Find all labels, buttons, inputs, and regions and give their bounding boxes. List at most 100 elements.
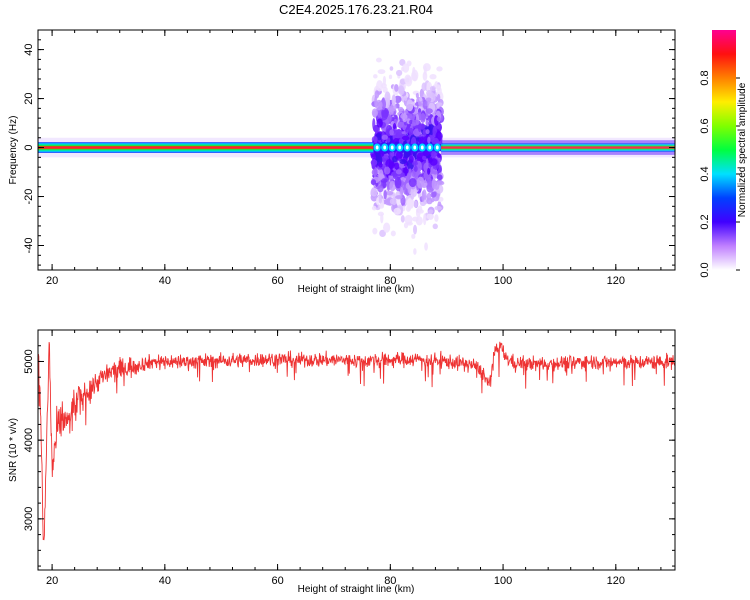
echo-blob [411, 69, 419, 82]
carrier-knot-core [375, 145, 379, 150]
spectrogram-x-tick-label: 100 [494, 275, 512, 287]
echo-blob [402, 168, 410, 174]
echo-blob [399, 159, 407, 165]
echo-blob [371, 108, 379, 118]
echo-blob [437, 93, 441, 102]
echo-blob [389, 198, 395, 205]
echo-blob [436, 66, 443, 72]
echo-blob [418, 124, 422, 133]
snr-frame [37, 329, 676, 571]
echo-blob [395, 169, 402, 175]
snr-x-tick-label: 100 [494, 575, 512, 587]
echo-blob [371, 205, 377, 211]
echo-blob [398, 138, 404, 145]
snr-y-tick-label: 5000 [23, 349, 35, 373]
colorbar-tick-label: 0.8 [699, 70, 711, 85]
echo-blob [412, 216, 419, 222]
echo-blob [381, 110, 388, 121]
snr-x-tick-label: 40 [159, 575, 171, 587]
echo-blob [398, 85, 405, 94]
echo-blob [392, 123, 397, 130]
echo-blob [371, 169, 378, 176]
spectrogram-y-label: Frequency (Hz) [8, 116, 19, 185]
echo-blob [397, 106, 404, 112]
spectrogram-panel: 20 40 60 80 100 120 -40 -20 0 20 40 Height of stra… [8, 29, 676, 295]
colorbar-tick-label: 0.2 [699, 214, 711, 229]
colorbar-ticks: 0.0 0.2 0.4 0.6 0.8 [699, 70, 740, 278]
echo-blob [381, 134, 388, 140]
figure-title: C2E4.2025.176.23.21.R04 [279, 2, 433, 17]
echo-blob [380, 178, 388, 183]
carrier-line-left [38, 142, 374, 153]
echo-blob [379, 229, 386, 238]
spectrogram-x-tick-label: 80 [384, 275, 396, 287]
echo-blob [411, 233, 416, 239]
snr-x-tick-label: 20 [46, 575, 58, 587]
echo-blob [390, 230, 396, 237]
echo-blob [420, 112, 426, 124]
echo-blob [412, 161, 418, 166]
echo-blob [425, 158, 429, 169]
carrier-knot-core [435, 145, 439, 150]
echo-blob [411, 169, 419, 178]
spectrogram-x-tick-label: 120 [607, 275, 625, 287]
echo-blob [370, 187, 378, 197]
snr-x-tick-label: 120 [607, 575, 625, 587]
snr-x-tick-label: 60 [271, 575, 283, 587]
echo-blob [427, 209, 434, 214]
echo-blob [431, 137, 439, 146]
echo-blob [406, 99, 414, 112]
echo-blob [400, 215, 405, 223]
echo-blob [395, 150, 403, 161]
echo-blob [416, 176, 425, 189]
carrier-knot-core [405, 145, 409, 150]
echo-blob [425, 117, 429, 128]
carrier-knot-core [413, 145, 417, 150]
echo-blob [377, 69, 386, 75]
echo-blob [426, 176, 432, 186]
carrier-knot-core [428, 145, 432, 150]
colorbar-tick-label: 0.0 [699, 262, 711, 277]
echo-blob [382, 75, 387, 86]
colorbar-gradient [712, 30, 736, 270]
echo-blob [413, 200, 418, 208]
echo-blob [372, 227, 378, 235]
spectrogram-frame [37, 29, 676, 271]
echo-blob [383, 166, 391, 175]
echo-blob [397, 121, 404, 129]
echo-blob [436, 86, 442, 97]
echo-blob [410, 192, 415, 200]
echo-blob [413, 224, 417, 235]
echo-blob [436, 116, 441, 122]
snr-panel: 20 40 60 80 100 120 3000 4000 5000 Height of str… [8, 329, 676, 595]
echo-blob [390, 102, 397, 112]
spectrogram-y-tick-label: -20 [23, 189, 35, 205]
echo-blob [370, 179, 377, 186]
echo-blob [402, 63, 410, 73]
echo-blob [434, 214, 439, 222]
echo-blob [377, 185, 384, 193]
echo-blob [432, 223, 438, 230]
echo-blob [376, 118, 383, 128]
echo-blob [409, 119, 413, 125]
carrier-knot-core [420, 145, 424, 150]
echo-blob [423, 213, 427, 226]
snr-axes: 20 40 60 80 100 120 3000 4000 5000 [23, 329, 675, 587]
spectrogram-axes: 20 40 60 80 100 120 -40 -20 0 20 40 [23, 29, 675, 287]
echo-blob [395, 132, 403, 139]
echo-blob [383, 222, 391, 233]
spectrogram-y-tick-label: 20 [23, 92, 35, 104]
echo-blob [401, 135, 410, 141]
snr-series-line [38, 341, 675, 541]
echo-blob [388, 162, 395, 169]
echo-blob [436, 174, 443, 181]
echo-blob [404, 74, 412, 85]
echo-blob [377, 211, 385, 217]
echo-blob [378, 161, 383, 168]
snr-y-tick-label: 4000 [23, 428, 35, 452]
echo-blob [408, 155, 414, 164]
echo-blob [418, 209, 424, 214]
echo-blob [389, 66, 394, 71]
spectrogram-x-tick-label: 20 [46, 275, 58, 287]
